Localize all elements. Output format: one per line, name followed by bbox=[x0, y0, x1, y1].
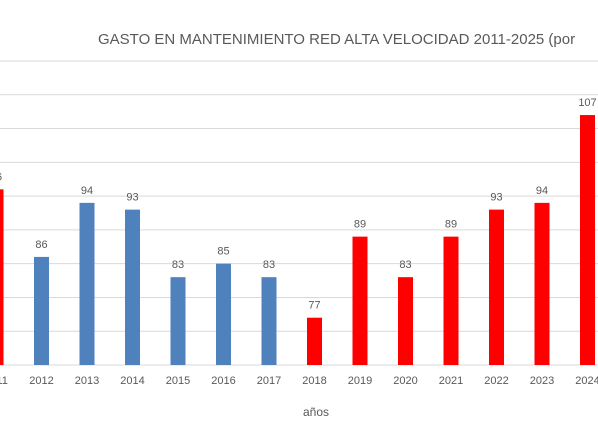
bar bbox=[79, 202, 95, 365]
bar bbox=[261, 277, 277, 365]
bar bbox=[580, 115, 595, 366]
value-label: 85 bbox=[217, 246, 229, 258]
x-axis-title: años bbox=[303, 405, 329, 419]
x-tick-label: 2022 bbox=[484, 375, 508, 387]
bar bbox=[534, 202, 550, 365]
value-label: 94 bbox=[536, 185, 548, 197]
x-tick-label: 2012 bbox=[29, 375, 53, 387]
x-tick-label: 2013 bbox=[75, 375, 99, 387]
x-tick-label: 2015 bbox=[166, 375, 190, 387]
value-label: 89 bbox=[354, 219, 366, 231]
bar bbox=[125, 209, 140, 365]
bar bbox=[307, 317, 322, 365]
value-label: 93 bbox=[126, 192, 138, 204]
value-label: 77 bbox=[308, 300, 320, 312]
value-label: 83 bbox=[172, 259, 184, 271]
value-label: 107 bbox=[578, 97, 596, 109]
bar bbox=[398, 277, 413, 365]
x-tick-label: 2020 bbox=[393, 375, 417, 387]
value-label: 83 bbox=[399, 259, 411, 271]
value-label: 93 bbox=[490, 192, 502, 204]
x-tick-label: 2021 bbox=[439, 375, 463, 387]
bar bbox=[489, 209, 504, 365]
bar bbox=[34, 256, 49, 365]
x-tick-label: 2014 bbox=[120, 375, 144, 387]
x-tick-label: 2024 bbox=[575, 375, 598, 387]
x-tick-label: 2018 bbox=[302, 375, 326, 387]
bar bbox=[170, 277, 186, 365]
chart-title: GASTO EN MANTENIMIENTO RED ALTA VELOCIDA… bbox=[98, 31, 575, 48]
bar bbox=[443, 236, 459, 365]
x-tick-label: 2023 bbox=[530, 375, 554, 387]
x-tick-label: 2019 bbox=[348, 375, 372, 387]
value-label: 83 bbox=[263, 259, 275, 271]
bar bbox=[216, 263, 231, 365]
x-tick-label: 2016 bbox=[211, 375, 235, 387]
value-label: 96 bbox=[0, 171, 2, 183]
bar bbox=[0, 189, 4, 365]
x-tick-label: 2017 bbox=[257, 375, 281, 387]
value-label: 89 bbox=[445, 219, 457, 231]
x-tick-label: 2011 bbox=[0, 375, 8, 387]
value-label: 94 bbox=[81, 185, 93, 197]
bar bbox=[352, 236, 368, 365]
value-label: 86 bbox=[35, 239, 47, 251]
